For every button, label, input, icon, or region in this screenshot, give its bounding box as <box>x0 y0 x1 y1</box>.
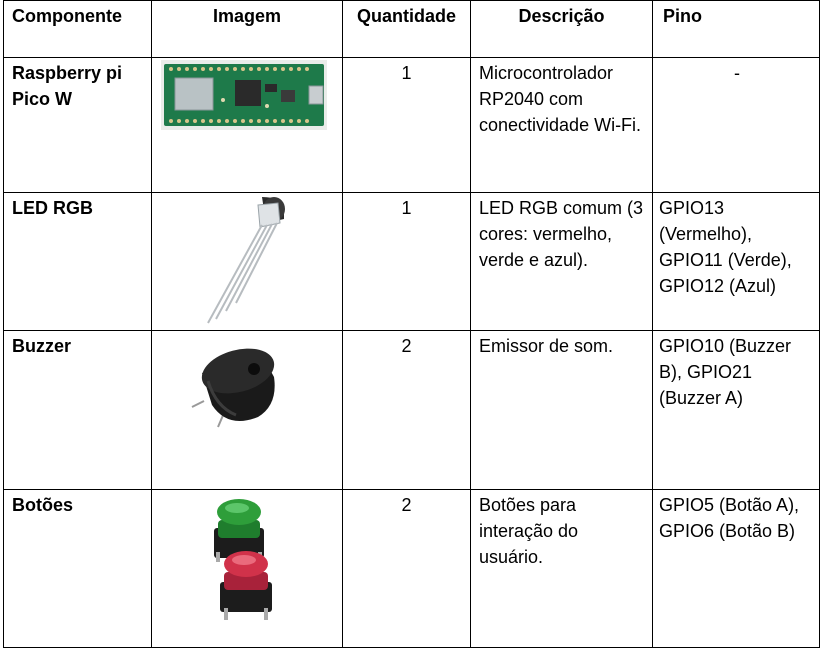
component-image-cell <box>151 57 343 193</box>
header-pin: Pino <box>652 0 820 58</box>
header-description: Descrição <box>470 0 653 58</box>
component-description: Emissor de som. <box>470 330 653 490</box>
component-image-cell <box>151 489 343 648</box>
components-table: Componente Imagem Quantidade Descrição P… <box>3 0 820 648</box>
component-image-cell <box>151 192 343 331</box>
component-name: LED RGB <box>3 192 152 331</box>
table-row: LED RGB 1 LED RGB comum (3 cores: vermel… <box>3 192 820 331</box>
component-description: Botões para interação do usuário. <box>470 489 653 648</box>
header-component: Componente <box>3 0 152 58</box>
component-image-cell <box>151 330 343 490</box>
component-pin: GPIO5 (Botão A), GPIO6 (Botão B) <box>652 489 820 648</box>
raspberry-pi-pico-w-board-icon <box>161 60 327 130</box>
component-quantity: 1 <box>342 192 471 331</box>
component-quantity: 1 <box>342 57 471 193</box>
component-name: Buzzer <box>3 330 152 490</box>
rgb-led-icon <box>207 197 285 324</box>
push-buttons-icon <box>214 499 272 620</box>
component-name: Botões <box>3 489 152 648</box>
table-header-row: Componente Imagem Quantidade Descrição P… <box>3 0 820 58</box>
component-quantity: 2 <box>342 489 471 648</box>
table-row: Botões 2 <box>3 489 820 648</box>
component-description: LED RGB comum (3 cores: vermelho, verde … <box>470 192 653 331</box>
table-row: Raspberry pi Pico W <box>3 57 820 193</box>
header-image: Imagem <box>151 0 343 58</box>
component-pin: GPIO13 (Vermelho), GPIO11 (Verde), GPIO1… <box>652 192 820 331</box>
component-pin: - <box>652 57 820 193</box>
component-quantity: 2 <box>342 330 471 490</box>
buzzer-icon <box>191 348 275 428</box>
table-row: Buzzer 2 Emissor de som. GPIO10 (Buzzer … <box>3 330 820 490</box>
component-pin: GPIO10 (Buzzer B), GPIO21 (Buzzer A) <box>652 330 820 490</box>
component-name: Raspberry pi Pico W <box>3 57 152 193</box>
component-description: Microcontrolador RP2040 com conectividad… <box>470 57 653 193</box>
header-quantity: Quantidade <box>342 0 471 58</box>
